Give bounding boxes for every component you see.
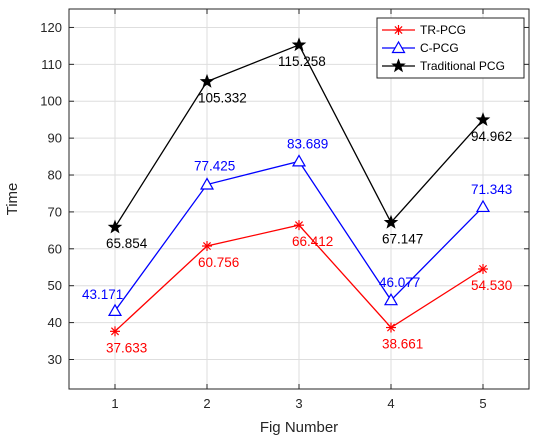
data-label: 67.147 [382,231,423,246]
legend-label: Traditional PCG [420,59,505,73]
y-tick-label: 70 [48,204,62,219]
data-label: 43.171 [82,287,123,302]
y-axis-label: Time [4,183,21,216]
legend-item: TR-PCG [382,23,466,37]
data-label: 38.661 [382,337,423,352]
x-tick-label: 3 [295,396,302,411]
data-point-marker [291,37,307,52]
y-tick-label: 100 [40,94,62,109]
data-label: 60.756 [198,255,239,270]
data-label: 54.530 [471,278,512,293]
y-tick-label: 50 [48,278,62,293]
legend-label: C-PCG [420,41,459,55]
data-point-marker [291,154,307,167]
data-point-marker [199,177,215,190]
data-label: 94.962 [471,129,512,144]
data-point-marker [478,263,488,274]
data-point-marker [199,73,215,88]
series-layer [107,37,491,337]
legend-label: TR-PCG [420,23,466,37]
data-labels: 37.633 60.756 66.412 38.661 54.530 43.171 77.4… [82,54,512,355]
data-point-marker [107,303,123,316]
data-point-marker [475,199,491,213]
legend-item: Traditional PCG [382,58,505,73]
data-label: 115.258 [278,54,326,69]
legend-marker [393,25,404,35]
data-point-marker [386,322,396,333]
data-label: 66.412 [292,234,333,249]
data-point-marker [383,214,399,229]
y-tick-label: 80 [48,168,62,183]
y-tick-label: 30 [48,352,62,367]
series-0 [110,220,488,337]
y-tick-label: 60 [48,241,62,256]
y-tick-label: 90 [48,131,62,146]
axes: 1 2 3 4 5 30 40 50 60 70 80 90 100 110 120 [40,8,530,411]
series-1 [107,154,491,316]
x-tick-label: 2 [203,396,210,411]
x-tick-label: 1 [111,396,118,411]
data-label: 71.343 [471,182,512,197]
data-point-marker [383,292,399,306]
data-label: 37.633 [106,340,147,355]
y-tick-label: 40 [48,315,62,330]
legend-marker [391,40,406,54]
data-label: 46.077 [379,275,420,290]
x-axis-label: Fig Number [260,419,338,436]
data-label: 77.425 [194,159,235,174]
data-point-marker [107,219,123,234]
data-label: 105.332 [198,91,247,106]
data-point-marker [475,112,491,127]
y-tick-label: 110 [41,57,62,72]
legend-item: C-PCG [382,40,459,55]
data-label: 65.854 [106,236,148,251]
legend-marker [391,58,406,73]
legend: TR-PCG C-PCG Traditional PCG [376,17,525,79]
series-2 [107,37,491,234]
x-tick-label: 4 [387,396,394,411]
data-point-marker [110,326,120,337]
data-point-marker [294,220,304,231]
x-tick-label: 5 [479,396,486,411]
data-point-marker [202,241,212,252]
y-tick-label: 120 [40,20,62,35]
data-label: 83.689 [287,136,328,151]
